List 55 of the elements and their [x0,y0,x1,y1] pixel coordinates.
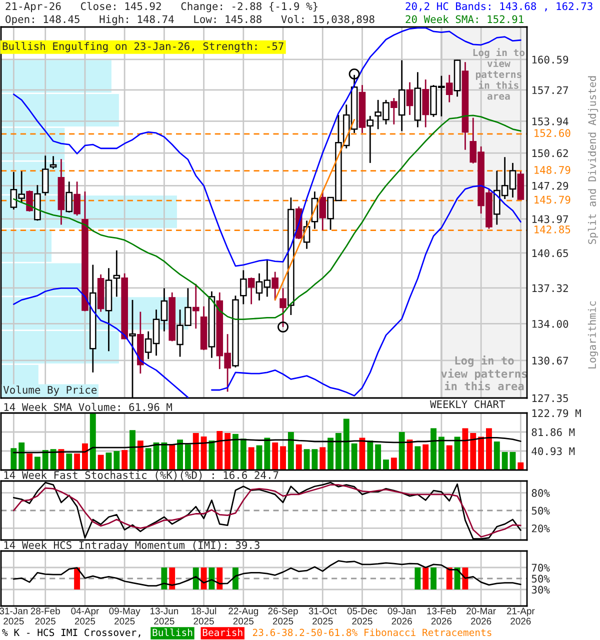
y-tick-label: 30% [532,586,550,594]
text: % K - HCS IMI Crossover, [2,628,140,638]
chart-title: 14 Week SMA Volume: 61.96 M [4,402,172,411]
y-tick-label: 122.79 M [532,409,581,418]
text: 20 Week SMA: 152.91 [406,15,524,24]
y-tick-label: 81.86 M [532,428,575,436]
text: Bullish [152,628,192,636]
x-tick-label: 09-May 2025 [109,608,140,624]
y-tick-label: 137.32 [532,284,568,292]
text: Logarithmic [588,301,598,368]
x-tick-label: 28-Feb 2025 [30,607,60,624]
x-tick-label: 04-Apr 2025 [71,608,99,624]
x-tick-label: 09-Jan 2026 [388,608,416,624]
x-tick-label: 31-Jan 2025 [0,608,28,624]
chart-subtitle: Open: 148.45 High: 148.74 Low: 145.88 Vol: 15,038,898 [6,15,374,26]
x-tick-label: 20-Mar 2026 [466,608,496,624]
annotation: Bullish Engulfing on 23-Jan-26, Strength: -57 [2,42,284,52]
x-tick-label: 22-Aug 2025 [228,608,258,624]
band-label: Log in to view patterns in this area [473,48,525,100]
y-tick-label: 143.97 [532,215,568,224]
y-tick-label: 20% [532,524,550,532]
x-tick-label: 26-Sep 2025 [268,608,298,624]
y-tick-label: 157.27 [532,86,568,94]
y-tick-label: 153.94 [532,117,568,126]
y-tick-label: 127.35 [532,394,568,402]
text: WEEKLY CHART [430,400,506,408]
y-tick-label: 70% [532,564,550,572]
chart-title: 14 Week Fast Stochastic (%K)(%D) : 16.6 24.7 [4,470,278,480]
ref-line-label: 142.85 [534,226,570,234]
x-tick-label: 18-Jul 2025 [192,607,216,624]
y-tick-label: 140.65 [532,249,568,258]
x-tick-label: 13-Feb 2026 [427,607,456,624]
y-tick-label: 50% [532,506,550,515]
series-label: 20,2 HC Bands: 143.68 , 162.73 [406,2,592,12]
chart-title: 21-Apr-26 Close: 145.92 Change: -2.88 {-1.9 %} [6,2,318,12]
y-tick-label: 40.93 M [532,447,575,456]
x-tick-label: 05-Dec 2025 [347,608,378,624]
chart-title: 14 Week HCS Intraday Momentum (IMI): 39.3 [4,540,260,551]
y-tick-label: 160.59 [532,56,568,64]
y-tick-label: 80% [532,489,550,497]
ref-line-label: 145.79 [534,196,570,204]
y-tick-label: 150.62 [532,149,568,158]
text: Volume By Price [3,386,97,396]
y-axis-title: Split and Dividend Adjusted [588,76,598,244]
x-tick-label: 21-Apr 2026 [506,608,535,624]
y-tick-label: 147.29 [532,182,568,190]
y-tick-label: 50% [532,574,550,583]
y-tick-label: 134.00 [532,320,568,328]
ref-line-label: 152.60 [534,129,570,137]
text: 23.6-38.2-50-61.8% Fibonacci Retracements [252,628,492,636]
ref-line-label: 148.79 [534,166,570,174]
x-tick-label: 13-Jun 2025 [150,608,178,624]
y-tick-label: 130.67 [532,356,568,365]
x-tick-label: 31-Oct 2025 [308,608,337,624]
text: Bearish [202,628,242,636]
